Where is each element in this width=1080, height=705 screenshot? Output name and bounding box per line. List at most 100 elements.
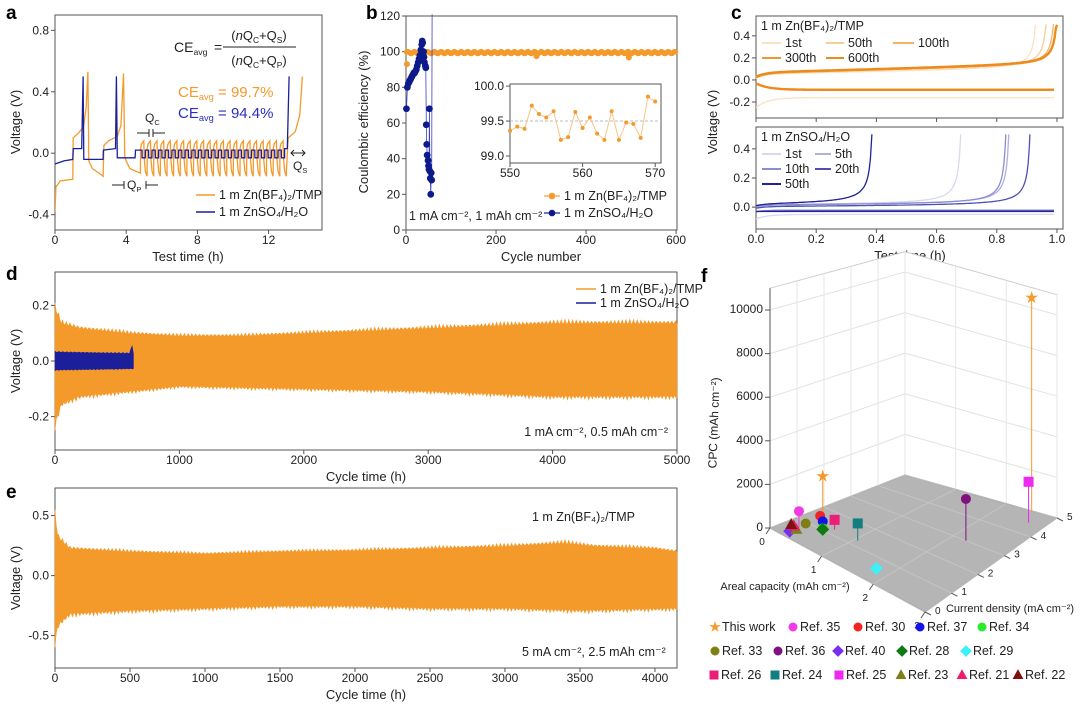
formula-part: C [253, 35, 259, 45]
test-condition: 5 mA cm⁻², 2.5 mAh cm⁻² [522, 645, 666, 659]
x-tick-label: 0.0 [748, 232, 765, 246]
legend-label: Ref. 25 [846, 668, 886, 682]
panel-e: 0 500 1000 1500 2000 2500 3000 3500 4000 -0.5 0.0 0… [28, 487, 678, 685]
text-main: Q [145, 111, 154, 125]
y-tick-label: 0 [935, 606, 941, 617]
text-subscript: C [154, 118, 160, 127]
subplot-title: 1 m Zn(BF₄)₂/TMP [761, 19, 864, 33]
inset-point [616, 137, 621, 142]
legend-label: Ref. 24 [782, 668, 822, 682]
y-tick-label: 60 [387, 116, 401, 130]
ce-point-blue [428, 176, 436, 184]
y-tick-label: 0.2 [733, 171, 750, 185]
discharge-curve [755, 82, 1054, 91]
legend-label: Ref. 33 [722, 644, 762, 658]
legend-label: Ref. 29 [973, 644, 1013, 658]
floor-gridline [924, 517, 1058, 613]
formula-lhs: CEavg [174, 39, 208, 57]
text-main: CE [174, 39, 193, 55]
inset-point [624, 120, 629, 125]
inset-point [609, 109, 614, 114]
inset-point [522, 126, 527, 131]
legend-item: Ref. 35 [788, 620, 840, 634]
legend-item: Ref. 33 [710, 644, 762, 658]
plot-frame [509, 83, 662, 164]
qc-label: QC [145, 111, 160, 127]
x-tick [868, 583, 874, 591]
formula-denominator: (nQC+QP) [231, 53, 287, 70]
charge-curve [755, 134, 873, 207]
z-tick-label: 10000 [730, 302, 764, 316]
data-point-star [816, 469, 830, 482]
panel-label-a: a [6, 3, 17, 24]
panel-label-f: f [701, 266, 708, 287]
x-tick-label: 570 [645, 166, 665, 180]
qs-arrow [290, 149, 306, 157]
y-tick-label: 120 [380, 9, 400, 23]
x-tick-label: 500 [120, 671, 140, 685]
floor-gridline [850, 495, 1005, 556]
floor-gridline [769, 474, 906, 529]
circle-icon [773, 646, 783, 656]
formula-part: S [277, 35, 283, 45]
x-tick [920, 611, 926, 619]
x-tick-label: 4000 [642, 671, 669, 685]
legend-label: Ref. 35 [800, 620, 840, 634]
qp-arrow-left [112, 181, 125, 189]
y-tick [924, 611, 932, 616]
legend-marker [548, 192, 556, 200]
text-main: Q [293, 159, 302, 173]
z-axis-title: CPC (mAh cm⁻²) [705, 377, 722, 468]
x-tick-label: 0 [403, 233, 410, 247]
text-main: Q [127, 178, 136, 192]
discharge-curve [755, 209, 1054, 213]
inset-point [515, 124, 520, 129]
ce-point-blue [427, 169, 435, 177]
y-tick [1003, 555, 1011, 560]
text-subscript: P [136, 185, 141, 194]
panel-title: 1 m Zn(BF₄)₂/TMP [532, 510, 635, 524]
y-axis-title: Voltage (V) [8, 329, 23, 393]
ce-annotation: CEavg = 99.7% [178, 84, 273, 102]
diamond-icon [832, 645, 844, 657]
legend-item: Ref. 36 [773, 644, 825, 658]
ce-point-blue [423, 141, 431, 148]
legend-item: Ref. 23 [895, 668, 948, 682]
legend-label: 10th [785, 162, 809, 176]
ce-point-orange [625, 54, 632, 61]
formula-part: Q [243, 53, 253, 68]
diamond-icon [896, 645, 908, 657]
ce-point-blue [420, 48, 427, 56]
x-tick-label: 3500 [567, 671, 594, 685]
legend-label: Ref. 34 [989, 620, 1029, 634]
y-tick-label: 100.0 [474, 79, 504, 93]
legend-item: Ref. 25 [834, 668, 886, 682]
x-tick [765, 527, 771, 535]
test-condition: 1 mA cm⁻², 1 mAh cm⁻² [409, 209, 542, 223]
y-tick-label: -0.2 [729, 95, 750, 109]
z-tick-label: 4000 [736, 433, 763, 447]
star-icon [709, 620, 721, 632]
x-tick-label: 4 [123, 233, 130, 247]
legend-item: Ref. 28 [896, 644, 949, 658]
y-tick-label: 20 [387, 187, 401, 201]
inset-point [645, 94, 650, 99]
panel-label-c: c [731, 3, 742, 24]
y-axis-title: Voltage (V) [8, 90, 23, 154]
legend-label: Ref. 36 [785, 644, 825, 658]
legend-label: Ref. 23 [908, 668, 948, 682]
y-tick-label: -0.5 [28, 629, 49, 643]
legend-item: This work [709, 620, 776, 634]
data-point-square [852, 518, 863, 529]
x-tick-label: 1000 [192, 671, 219, 685]
y-tick-label: 0.0 [32, 569, 49, 583]
subplot-0: -0.2 0.0 0.2 0.4 1 m Zn(BF₄)₂/TMP 1st 50th 100t… [729, 15, 1064, 122]
legend-item: Ref. 37 [915, 620, 967, 634]
panel-b: 0 200 400 600 0 20 40 60 80 100 120 550 560 570 99.0 99… [380, 9, 686, 247]
y-tick [951, 592, 958, 597]
panel-f: 02000400060008000100000123012345Areal ca… [705, 251, 1074, 682]
ce-annotation: CEavg = 94.4% [178, 105, 273, 123]
x-tick-label: 3000 [492, 671, 519, 685]
y-tick-label: 80 [387, 80, 401, 94]
discharge-curve [755, 213, 1054, 220]
